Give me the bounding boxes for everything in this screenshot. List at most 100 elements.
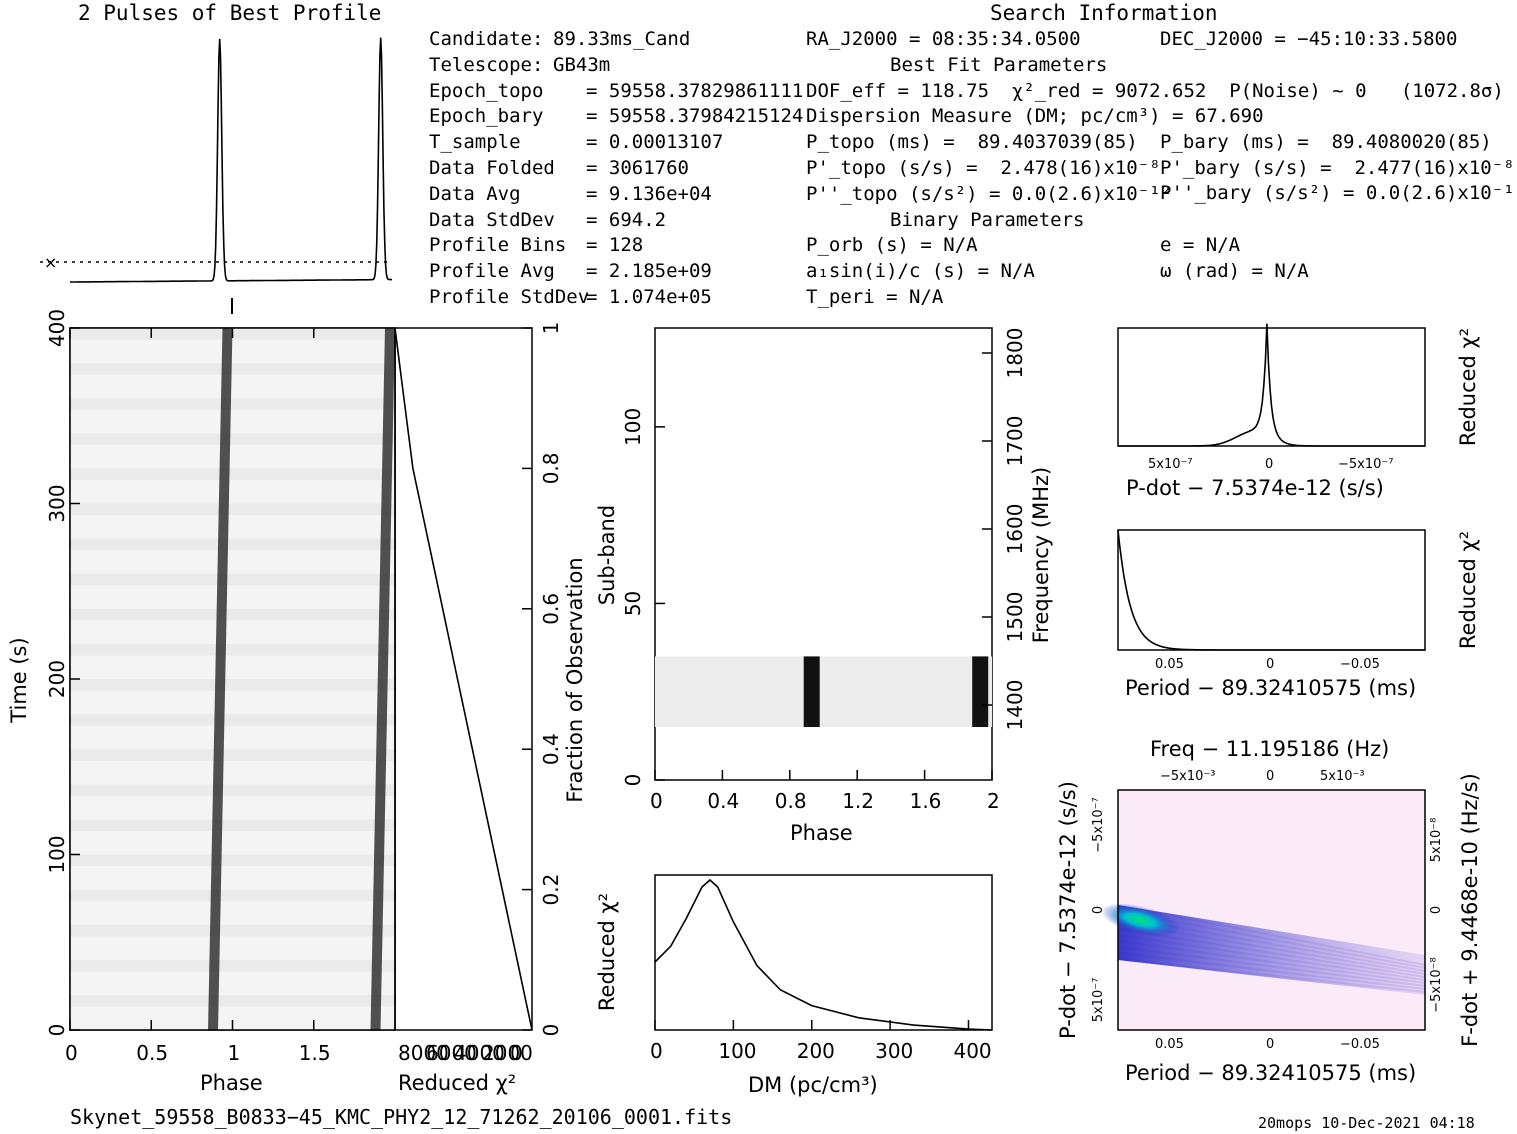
time-phase-row [70,480,395,492]
info-left-key: Profile Avg [429,260,555,283]
subband-xtick-label: 0 [650,789,663,813]
time-phase-row [70,889,395,902]
info-mid-line: Binary Parameters [890,208,1085,231]
subband-y2tick-label: 1800 [1003,328,1027,379]
ppdot-xlabel: Period − 89.32410575 (ms) [1125,1061,1416,1085]
pdot-chi2-xtick-label: −5x10⁻⁷ [1338,457,1393,472]
chi2-time-xtick-label: 4000 [454,1041,505,1065]
time-phase-row [70,445,395,457]
period-chi2-ylabel: Reduced χ² [1456,531,1480,649]
ppdot-xtick-label: −0.05 [1340,1037,1380,1052]
time-phase-row [70,807,395,820]
info-left-value: 89.33ms_Cand [553,28,691,50]
time-phase-xtick-label: 1 [228,1041,241,1065]
time-phase-row [70,877,395,890]
ppdot-y2tick-label: 5x10⁻⁸ [1429,818,1444,863]
time-phase-row [70,550,395,562]
time-phase-row [70,374,395,387]
time-phase-row [70,971,395,984]
period-chi2-xlabel: Period − 89.32410575 (ms) [1125,676,1416,700]
subband-xtick-label: 2 [987,789,1000,813]
time-phase-row [70,959,395,972]
info-left-key: Epoch_bary [429,105,544,128]
time-phase-ytick-label: 400 [45,309,69,347]
time-phase-row [70,854,395,867]
ppdot-ytick-label: −5x10⁻⁷ [1091,797,1106,852]
subband-ytick-label: 0 [621,774,645,787]
info-left-key: Data StdDev [429,208,555,231]
ppdot-x2tick-label: 0 [1266,769,1274,784]
info-mid-line: P'_topo (s/s) = 2.478(16)x10⁻⁸ [806,157,1161,179]
dm-xtick-label: 400 [953,1039,991,1063]
time-phase-row [70,585,395,598]
chi2-time-ytick-label: 0.4 [539,733,563,765]
time-phase-row [70,714,395,726]
ppdot-background [1118,790,1425,1030]
subband-xlabel: Phase [790,821,853,845]
info-left-value: = 9.136e+04 [586,182,712,205]
time-phase-row [70,468,395,481]
profile-title: 2 Pulses of Best Profile [78,1,382,25]
info-mid-line: P''_topo (s/s²) = 0.0(2.6)x10⁻¹² [806,182,1173,205]
pdot-chi2-xtick-label: 5x10⁻⁷ [1148,457,1193,472]
info-left-key: Profile Bins [429,234,567,257]
subband-xtick-label: 0.4 [707,789,739,813]
info-left-value: = 128 [586,234,644,257]
info-mid-line: Best Fit Parameters [890,53,1108,76]
profile-series-line [70,37,392,283]
time-phase-row [70,819,395,832]
pdot-chi2-xtick-label: 0 [1265,457,1273,472]
dm-ylabel: Reduced χ² [595,893,619,1011]
info-left-value: = 1.074e+05 [586,286,712,308]
time-phase-row [70,948,395,960]
info-mid-line: RA_J2000 = 08:35:34.0500 [806,28,1081,50]
subband-y2tick-label: 1500 [1003,592,1027,643]
subband-xtick-label: 1.6 [910,789,942,813]
time-phase-row [70,491,395,504]
info-left-key: Data Folded [429,157,555,179]
ppdot-xtick-label: 0.05 [1155,1037,1184,1052]
ppdot-ylabel: P-dot − 7.5374e-12 (s/s) [1056,781,1080,1039]
info-mid-line: DOF_eff = 118.75 χ²_red = 9072.652 P(Noi… [806,79,1504,102]
footer-filename: Skynet_59558_B0833−45_KMC_PHY2_12_71262_… [70,1105,733,1129]
info-mid-line: a₁sin(i)/c (s) = N/A [806,260,1035,283]
subband-pulse [803,656,820,728]
subband-frame [654,327,993,781]
period-chi2-frame [1117,529,1426,651]
subband-pulse [972,656,989,728]
time-phase-pulse-track [208,327,233,1031]
time-phase-xlabel: Phase [200,1071,263,1095]
chi2-time-ytick-label: 1 [539,322,563,335]
ppdot-y2tick-label: 0 [1429,906,1444,914]
subband-band [655,656,992,728]
chi2-time-ytick-label: 0.2 [539,874,563,906]
pdot-chi2-series-line [1118,323,1425,447]
ppdot-y2label: F-dot + 9.4468e-10 (Hz/s) [1458,773,1482,1047]
chi2-time-xtick-label: 6000 [426,1041,477,1065]
time-phase-row [70,632,395,644]
dm-series-line [654,878,993,1031]
time-phase-row [70,597,395,609]
chi2-time-ytick-label: 0.8 [539,452,563,484]
search-info-title: Search Information [990,1,1218,25]
info-right-line: P''_bary (s/s²) = 0.0(2.6)x10⁻¹² [1160,182,1517,204]
chi2-time-xtick-label: 2000 [482,1041,533,1065]
dm-xtick-label: 0 [650,1039,663,1063]
chi2-time-series-line [394,327,533,1031]
time-phase-ytick-label: 200 [45,660,69,698]
info-left-value: = 59558.37829861111 [586,79,804,102]
ppdot-peak [1101,903,1179,937]
time-phase-row [70,1006,395,1019]
subband-xtick-label: 1.2 [842,789,874,813]
time-phase-ytick-label: 100 [45,835,69,873]
info-right-line: ω (rad) = N/A [1160,260,1309,282]
time-phase-row [70,690,395,703]
time-phase-row [70,386,395,399]
time-phase-ytick-label: 300 [45,484,69,522]
time-phase-row [70,643,395,656]
ppdot-title: Freq − 11.195186 (Hz) [1150,737,1389,761]
info-mid-line: P_topo (ms) = 89.4037039(85) [806,131,1138,154]
info-right-line: P_bary (ms) = 89.4080020(85) [1160,131,1492,153]
time-phase-row [70,842,395,855]
ppdot-x2tick-label: 5x10⁻³ [1320,769,1365,784]
